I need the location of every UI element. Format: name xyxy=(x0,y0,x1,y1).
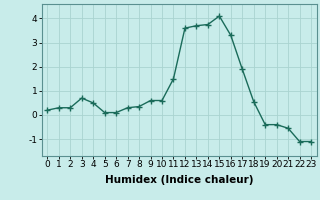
X-axis label: Humidex (Indice chaleur): Humidex (Indice chaleur) xyxy=(105,175,253,185)
